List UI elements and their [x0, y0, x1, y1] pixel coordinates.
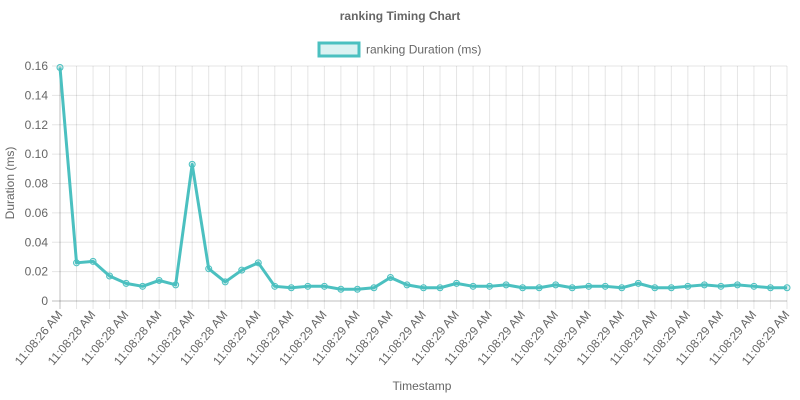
y-tick-label: 0 — [41, 294, 48, 308]
y-tick-label: 0.08 — [25, 177, 49, 191]
y-tick-label: 0.14 — [25, 88, 49, 102]
y-tick-label: 0.06 — [25, 206, 49, 220]
data-point[interactable] — [568, 284, 576, 292]
data-point[interactable] — [304, 282, 312, 290]
data-point[interactable] — [238, 266, 246, 274]
data-point[interactable] — [486, 282, 494, 290]
data-point[interactable] — [502, 281, 510, 289]
data-point[interactable] — [469, 282, 477, 290]
data-point[interactable] — [370, 284, 378, 292]
data-point[interactable] — [403, 281, 411, 289]
data-point[interactable] — [585, 282, 593, 290]
data-point[interactable] — [436, 284, 444, 292]
data-point[interactable] — [205, 265, 213, 273]
data-point[interactable] — [700, 281, 708, 289]
y-tick-label: 0.12 — [25, 118, 49, 132]
x-axis-title: Timestamp — [393, 379, 452, 393]
data-point[interactable] — [122, 279, 130, 287]
data-point[interactable] — [717, 282, 725, 290]
data-point[interactable] — [684, 282, 692, 290]
data-point[interactable] — [601, 282, 609, 290]
y-tick-label: 0.10 — [25, 147, 49, 161]
y-tick-label: 0.04 — [25, 235, 49, 249]
data-point[interactable] — [733, 281, 741, 289]
legend-label[interactable]: ranking Duration (ms) — [366, 43, 481, 57]
data-point[interactable] — [453, 279, 461, 287]
data-point[interactable] — [337, 285, 345, 293]
data-point[interactable] — [89, 257, 97, 265]
data-point[interactable] — [287, 284, 295, 292]
series-ranking-duration — [56, 63, 791, 293]
data-point[interactable] — [271, 282, 279, 290]
y-tick-label: 0.02 — [25, 265, 49, 279]
data-point[interactable] — [106, 272, 114, 280]
data-point[interactable] — [651, 284, 659, 292]
data-point[interactable] — [139, 282, 147, 290]
data-point[interactable] — [618, 284, 626, 292]
data-point[interactable] — [188, 160, 196, 168]
data-point[interactable] — [420, 284, 427, 292]
legend[interactable]: ranking Duration (ms) — [317, 41, 481, 58]
data-point[interactable] — [56, 63, 64, 71]
data-point[interactable] — [172, 281, 180, 289]
data-point[interactable] — [73, 259, 81, 267]
data-point[interactable] — [254, 259, 262, 267]
data-point[interactable] — [766, 284, 774, 292]
grid — [52, 65, 788, 309]
y-axis-ticks: 0 0.02 0.04 0.06 0.08 0.10 0.12 0.14 0.16 — [25, 59, 49, 308]
data-point[interactable] — [320, 282, 328, 290]
data-point[interactable] — [667, 284, 675, 292]
data-point[interactable] — [519, 284, 527, 292]
data-point[interactable] — [535, 284, 543, 292]
data-point[interactable] — [155, 276, 163, 284]
data-point[interactable] — [750, 282, 758, 290]
data-point[interactable] — [783, 284, 791, 292]
data-point[interactable] — [353, 285, 361, 293]
legend-swatch[interactable] — [317, 41, 361, 58]
data-point[interactable] — [221, 278, 229, 286]
series-line — [58, 67, 787, 291]
y-axis-title: Duration (ms) — [3, 147, 17, 220]
data-point[interactable] — [552, 281, 560, 289]
chart-title: ranking Timing Chart — [340, 9, 460, 23]
y-tick-label: 0.16 — [25, 59, 49, 73]
data-point[interactable] — [634, 279, 642, 287]
data-point[interactable] — [386, 274, 394, 281]
